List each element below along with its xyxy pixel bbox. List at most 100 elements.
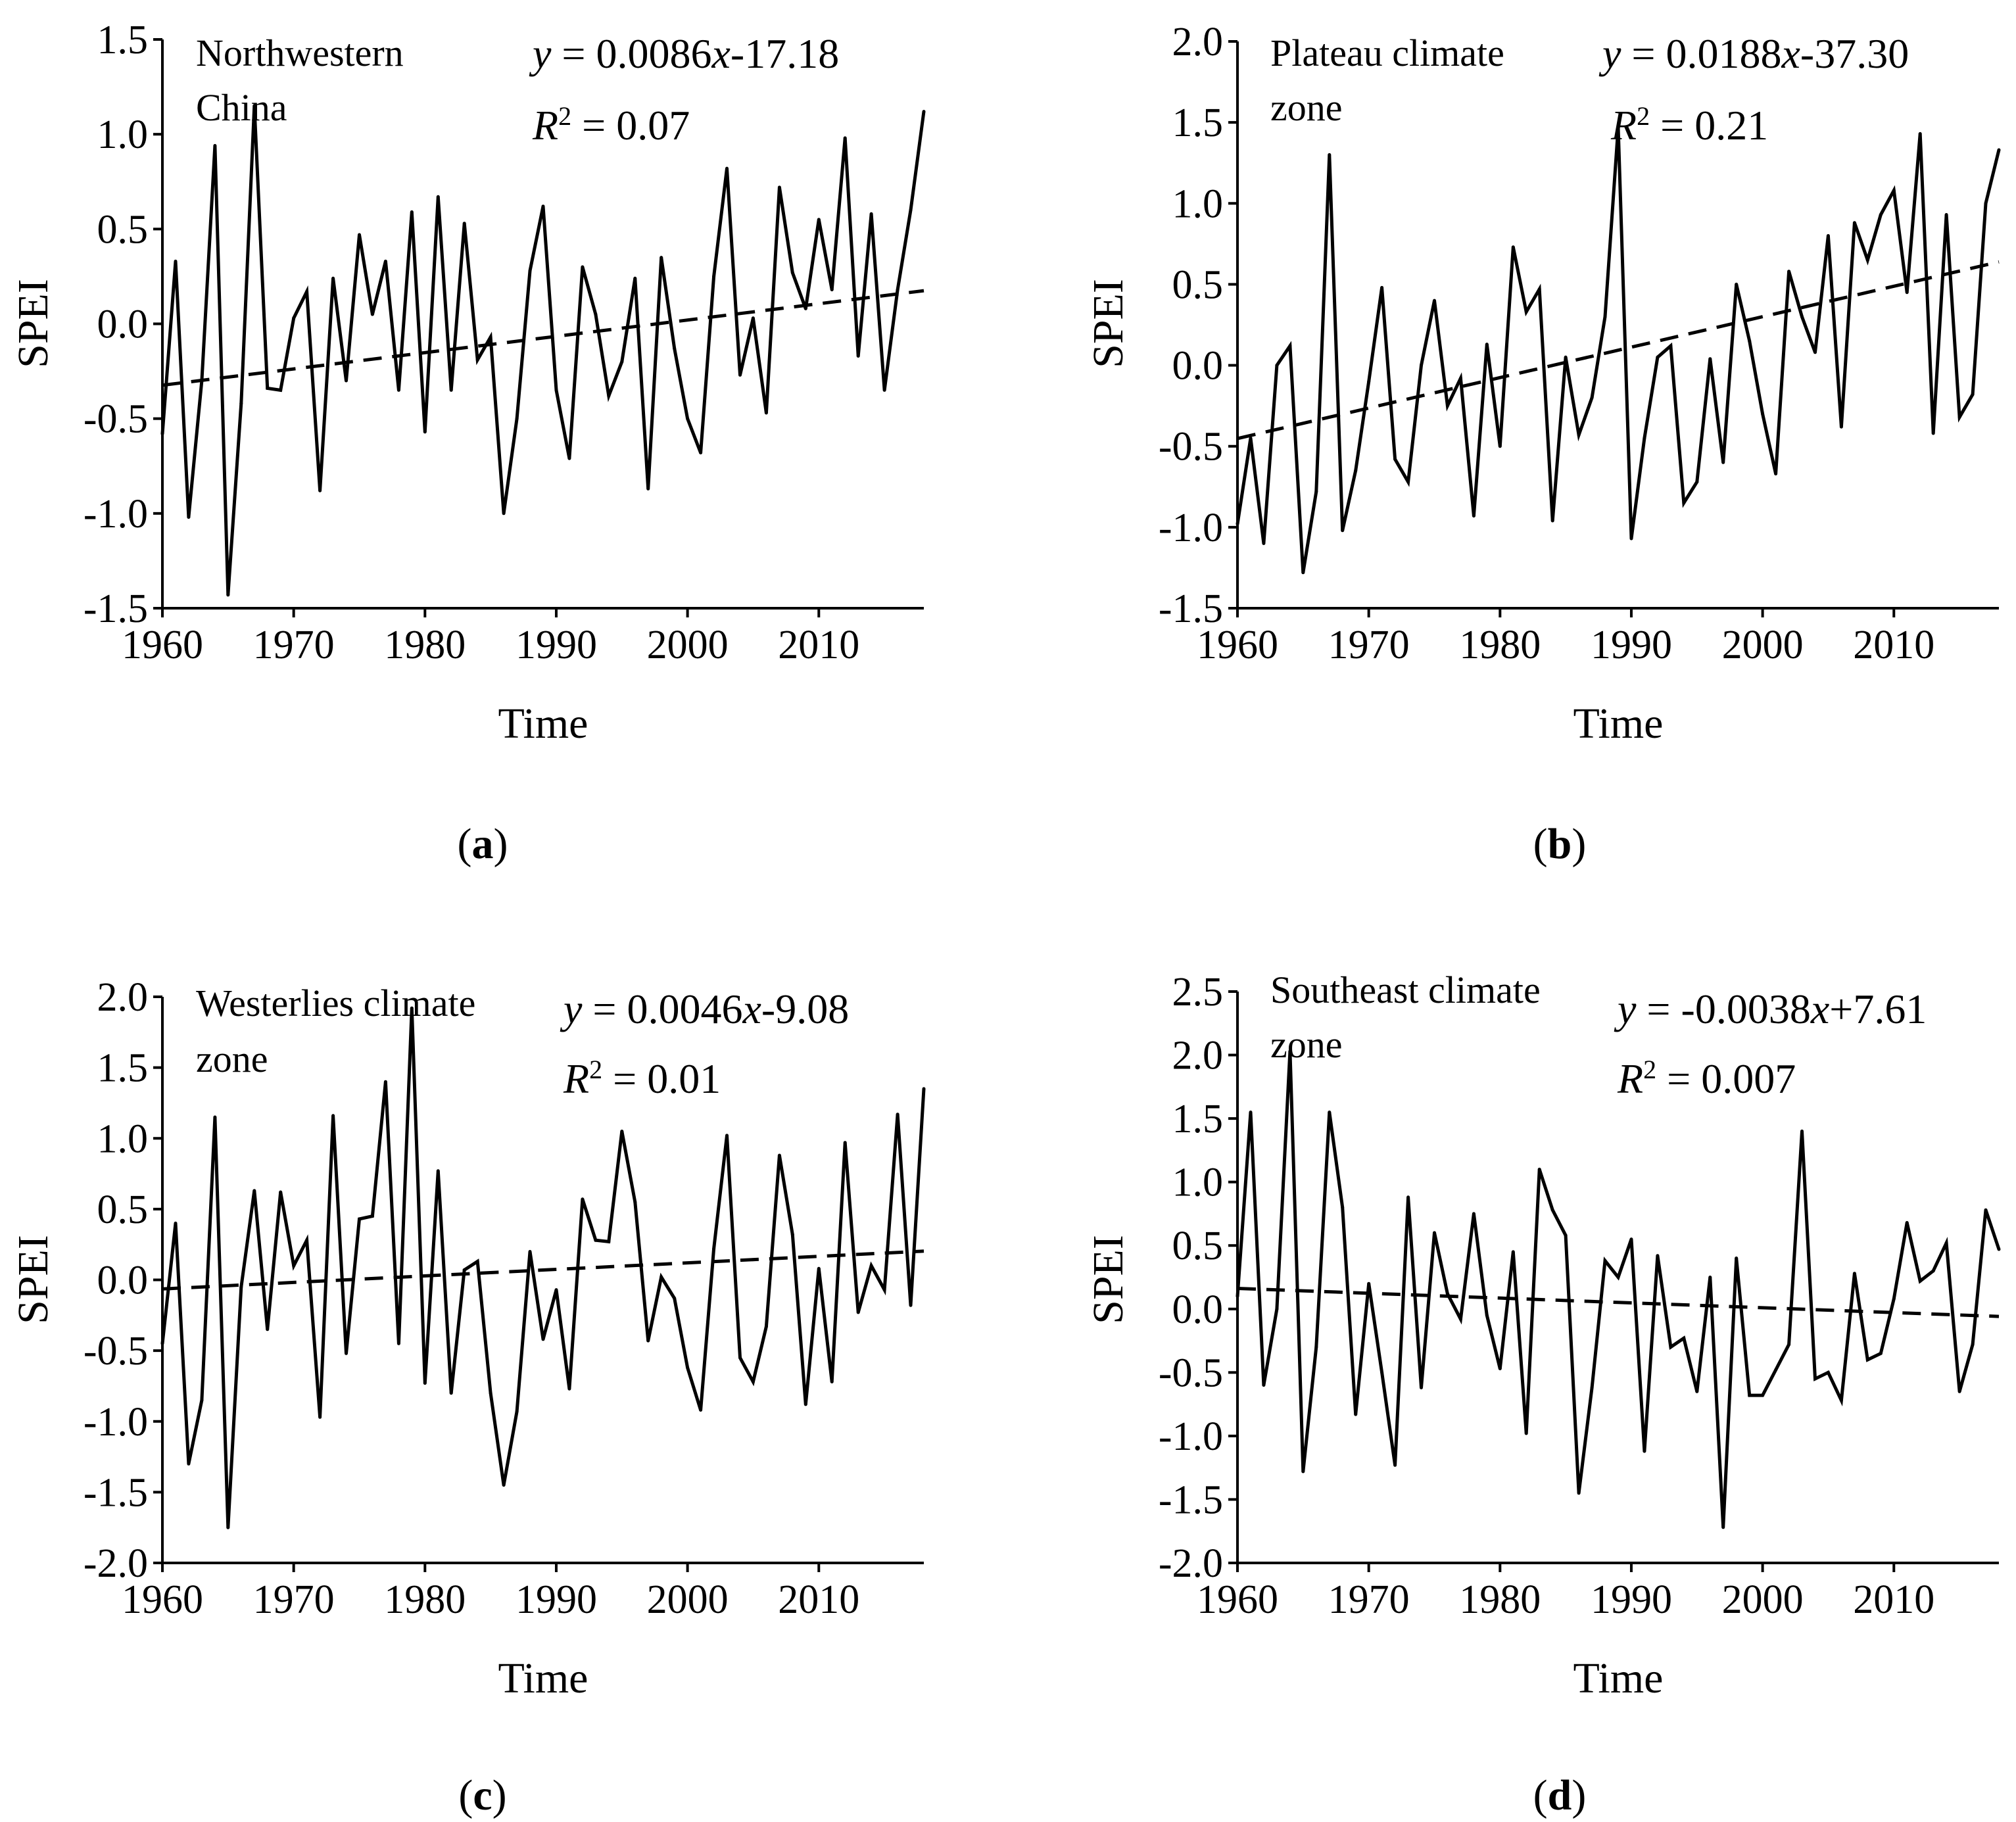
data-point [804, 1402, 807, 1406]
data-point [436, 195, 440, 199]
y-tick-label: 0.0 [97, 1259, 149, 1303]
region-label-line-2: zone [196, 1038, 268, 1080]
y-axis-title: SPEI [1084, 1235, 1132, 1324]
trend-line [1237, 1287, 2000, 1318]
data-point [1905, 291, 1909, 295]
y-axis-ticks: -2.0 -1.5 -1.0 -0.5 0.0 0.5 1.0 1.5 2.0 [84, 975, 162, 1586]
y-tick-label: -1.0 [1159, 506, 1223, 550]
data-point [567, 456, 571, 460]
data-point [1420, 364, 1423, 368]
x-tick-label: 1970 [1328, 623, 1410, 667]
data-point [1550, 519, 1554, 523]
data-point [777, 1153, 781, 1157]
y-tick-label: 0.5 [1172, 1224, 1224, 1268]
data-point [856, 1310, 860, 1314]
x-axis-title: Time [1573, 700, 1664, 748]
region-label-line-2: zone [1270, 86, 1343, 129]
panel-label: (b) [1533, 820, 1587, 868]
data-point [1656, 1254, 1660, 1258]
data-point [1511, 1250, 1515, 1254]
data-point [1984, 201, 1988, 205]
data-point [292, 1264, 296, 1268]
x-tick-label: 1970 [1328, 1577, 1410, 1622]
data-point [1380, 285, 1384, 289]
data-point [686, 1366, 690, 1370]
data-point [239, 402, 243, 406]
x-axis-ticks: 1960 1970 1980 1990 2000 2010 [1197, 1563, 1934, 1622]
data-point [1433, 1231, 1436, 1235]
x-tick-label: 1990 [516, 623, 597, 667]
data-point [1485, 343, 1489, 347]
data-point [764, 411, 768, 415]
spei-series-line [160, 105, 926, 595]
data-point [1721, 460, 1725, 464]
data-point [1852, 1272, 1856, 1276]
data-point [1354, 469, 1358, 473]
data-point [1629, 537, 1633, 540]
panel-label: (a) [458, 820, 508, 868]
data-point [1708, 357, 1712, 361]
data-point [554, 388, 558, 392]
data-point [396, 1341, 400, 1345]
data-point [345, 379, 348, 383]
y-tick-label: 1.5 [97, 1046, 149, 1091]
x-tick-label: 2000 [647, 1577, 729, 1622]
data-point [1236, 522, 1239, 526]
data-point [699, 451, 703, 455]
data-point [410, 1006, 414, 1010]
data-point [423, 1381, 427, 1385]
data-point [528, 1250, 532, 1253]
data-point [305, 290, 309, 293]
data-point [1813, 350, 1817, 354]
data-point [213, 144, 217, 147]
r-squared: R2 = 0.01 [563, 1055, 721, 1103]
data-point [160, 432, 164, 436]
data-point [1262, 1383, 1266, 1387]
data-point [843, 1141, 847, 1145]
data-point [1406, 1195, 1410, 1199]
panel-label: (c) [458, 1771, 506, 1819]
data-point [1800, 315, 1804, 319]
data-point [607, 1239, 611, 1243]
data-point [1328, 1111, 1332, 1114]
x-tick-label: 1960 [1197, 1577, 1278, 1622]
data-point [1445, 1292, 1449, 1296]
data-point [1288, 1049, 1292, 1053]
y-tick-label: -0.5 [84, 1329, 148, 1374]
data-point [200, 379, 204, 383]
data-point [896, 288, 900, 292]
data-point [252, 104, 256, 108]
data-point [712, 274, 716, 278]
data-point [1761, 412, 1765, 416]
data-point [830, 1380, 834, 1383]
data-point [567, 1387, 571, 1391]
data-point [869, 1264, 873, 1268]
data-point [1735, 282, 1739, 286]
data-point [1328, 153, 1332, 156]
data-point [502, 1483, 506, 1487]
data-point [200, 1399, 204, 1402]
data-point [410, 210, 414, 214]
data-point [882, 388, 886, 392]
y-tick-label: 1.0 [1172, 181, 1224, 226]
data-point [358, 233, 361, 237]
panel-b: -1.5 -1.0 -0.5 0.0 0.5 1.0 1.5 2.0 1960 1970 1980… [1084, 20, 2001, 868]
x-axis-ticks: 1960 1970 1980 1990 2000 2010 [122, 1563, 859, 1622]
y-axis-title: SPEI [9, 279, 57, 368]
data-point [909, 208, 913, 212]
x-tick-label: 1960 [122, 1577, 203, 1622]
data-point [1341, 1205, 1345, 1209]
data-point [869, 212, 873, 216]
y-tick-label: 1.0 [97, 1116, 149, 1161]
data-point [909, 1303, 913, 1307]
panel-c: -2.0 -1.5 -1.0 -0.5 0.0 0.5 1.0 1.5 2.0 1960 1970… [9, 975, 926, 1819]
y-tick-label: -1.0 [84, 492, 148, 537]
data-point [843, 136, 847, 140]
data-point [1839, 1399, 1843, 1402]
data-point [1393, 1463, 1397, 1467]
data-point [1275, 364, 1279, 368]
region-label-line-1: Northwestern [196, 32, 404, 74]
data-point [383, 259, 387, 263]
data-point [1774, 472, 1778, 476]
data-point [725, 166, 729, 170]
